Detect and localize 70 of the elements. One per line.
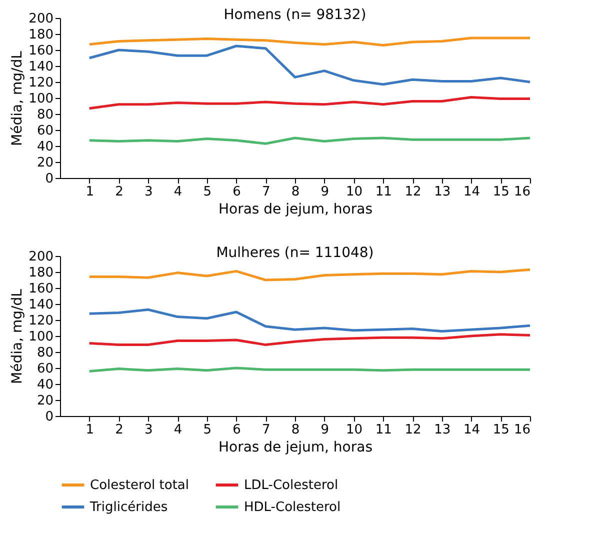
x-tick-label: 4 <box>174 422 182 438</box>
line-series <box>88 268 532 282</box>
x-tick-label: 9 <box>320 422 330 438</box>
x-tick-label: 11 <box>375 422 392 438</box>
x-tick-label: 13 <box>434 422 451 438</box>
x-tick-label: 6 <box>232 184 241 200</box>
y-tick-label: 40 <box>36 140 54 154</box>
x-tick-label: 7 <box>262 184 270 200</box>
y-tick-label: 140 <box>28 298 54 312</box>
x-tick-label: 3 <box>144 422 153 438</box>
x-tick-label: 5 <box>203 184 212 200</box>
y-tick-label: 80 <box>36 346 54 360</box>
y-tick-label: 20 <box>36 156 54 170</box>
y-tick-label: 20 <box>36 394 54 408</box>
y-tick-label: 160 <box>28 282 54 296</box>
line-series <box>88 44 532 86</box>
x-tick-label: 9 <box>320 184 330 200</box>
x-tick-label: 11 <box>375 184 392 200</box>
y-tick-label: 100 <box>28 92 54 106</box>
line-series <box>88 333 532 346</box>
y-tick-label: 60 <box>36 362 54 376</box>
y-tick-label: 120 <box>28 76 54 90</box>
x-tick-label: 13 <box>434 184 451 200</box>
y-axis-title: Média, mg/dL <box>10 288 26 384</box>
y-tick-label: 80 <box>36 108 54 122</box>
x-tick-label: 8 <box>291 184 300 200</box>
line-series <box>88 96 532 110</box>
x-tick-label: 16 <box>514 184 530 200</box>
x-tick-label: 15 <box>492 184 510 200</box>
y-tick-label: 180 <box>28 266 54 280</box>
x-tick-label: 14 <box>463 422 480 438</box>
y-tick-label: 40 <box>36 378 54 392</box>
x-tick-label: 12 <box>404 184 422 200</box>
y-tick-label: 0 <box>45 410 54 424</box>
y-axis-title: Média, mg/dL <box>10 50 26 146</box>
x-tick-label: 7 <box>262 422 270 438</box>
x-tick-label: 1 <box>86 184 94 200</box>
y-tick-label: 0 <box>45 172 54 186</box>
x-tick-label: 2 <box>115 184 124 200</box>
legend-label: Triglicérides <box>89 500 168 515</box>
line-series <box>88 36 532 46</box>
chart-title: Homens (n= 98132) <box>224 7 366 23</box>
y-tick-label: 140 <box>28 60 54 74</box>
x-tick-label: 4 <box>174 184 182 200</box>
y-tick-label: 180 <box>28 28 54 42</box>
x-tick-label: 14 <box>463 184 480 200</box>
line-series <box>88 308 532 332</box>
y-tick-label: 60 <box>36 124 54 138</box>
x-tick-label: 12 <box>404 422 422 438</box>
y-tick-label: 100 <box>28 330 54 344</box>
x-tick-label: 16 <box>514 422 530 438</box>
y-tick-label: 200 <box>28 250 54 264</box>
legend-label: HDL-Colesterol <box>244 500 341 515</box>
x-axis-title: Horas de jejum, horas <box>218 440 372 456</box>
x-tick-label: 6 <box>232 422 241 438</box>
y-tick-label: 200 <box>28 12 54 26</box>
chart-title: Mulheres (n= 111048) <box>216 245 374 261</box>
x-axis-title: Horas de jejum, horas <box>218 202 372 218</box>
x-tick-label: 5 <box>203 422 212 438</box>
x-tick-label: 1 <box>86 422 94 438</box>
y-tick-label: 160 <box>28 44 54 58</box>
x-tick-label: 3 <box>144 184 153 200</box>
x-tick-label: 10 <box>346 184 363 200</box>
x-tick-label: 2 <box>115 422 124 438</box>
y-tick-label: 120 <box>28 314 54 328</box>
x-tick-label: 10 <box>346 422 363 438</box>
legend-label: Colesterol total <box>90 478 189 493</box>
x-tick-label: 15 <box>492 422 510 438</box>
x-tick-label: 8 <box>291 422 300 438</box>
legend-label: LDL-Colesterol <box>244 478 338 493</box>
